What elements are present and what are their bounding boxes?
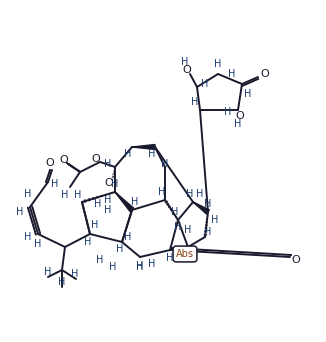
Text: O: O [183,65,191,75]
Text: H: H [184,225,192,235]
Text: H: H [58,277,66,287]
Text: O: O [60,155,68,165]
Text: H: H [211,215,219,225]
Text: H: H [148,259,156,269]
Text: H: H [214,59,222,69]
Polygon shape [193,202,209,214]
Text: H: H [61,190,69,200]
Text: O: O [46,158,54,168]
Text: H: H [44,267,52,277]
Text: H: H [191,97,199,107]
Text: H: H [136,262,144,272]
Text: H: H [84,237,92,247]
Text: H: H [74,190,82,200]
Text: H: H [111,179,119,189]
Text: H: H [148,149,156,159]
Text: H: H [94,199,102,209]
Text: H: H [24,189,32,199]
Text: H: H [228,69,236,79]
Text: H: H [24,232,32,242]
Text: H: H [131,197,139,207]
Text: H: H [16,207,24,217]
Text: H: H [124,232,132,242]
Text: H: H [124,149,132,159]
Text: H: H [104,205,112,215]
Text: H: H [186,189,194,199]
Text: H: H [51,179,59,189]
Text: H: H [201,79,209,89]
Text: H: H [224,107,232,117]
Text: H: H [104,159,112,169]
Text: O: O [92,154,100,164]
Text: H: H [116,244,124,254]
Text: O: O [260,69,269,79]
Text: H: H [109,262,117,272]
Text: O: O [292,255,300,265]
Text: H: H [174,222,182,232]
Text: H: H [136,261,144,271]
Polygon shape [132,145,155,149]
Text: H: H [204,227,212,237]
Text: O: O [105,178,113,188]
Text: O: O [236,111,244,121]
Text: H: H [234,119,242,129]
Text: H: H [96,255,104,265]
Text: H: H [204,199,212,209]
Text: H: H [158,187,166,197]
Text: H: H [171,207,179,217]
Polygon shape [115,192,134,212]
Text: H: H [104,195,112,205]
Text: H: H [166,253,174,263]
Text: H: H [91,220,99,230]
Text: Abs: Abs [176,249,194,259]
Text: H: H [71,269,79,279]
Text: H: H [244,89,252,99]
Text: H: H [161,159,169,169]
Text: H: H [196,189,204,199]
Text: H: H [181,57,189,67]
Text: H: H [34,239,42,249]
